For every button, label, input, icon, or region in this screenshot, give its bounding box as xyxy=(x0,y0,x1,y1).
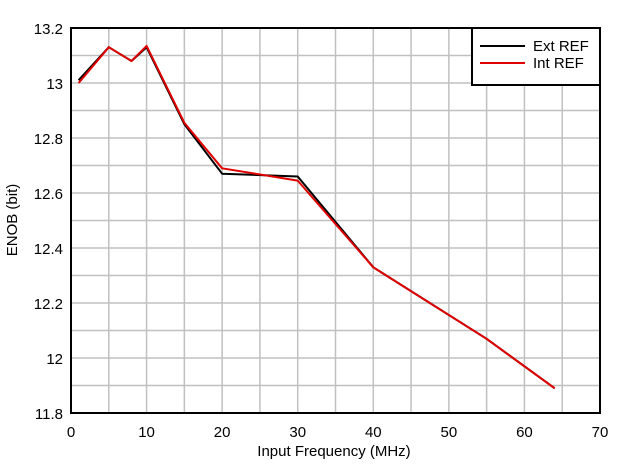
x-tick-label: 70 xyxy=(592,424,609,441)
x-tick-label: 50 xyxy=(441,424,458,441)
series-line-int-ref xyxy=(77,44,556,390)
y-tick-label: 12.8 xyxy=(34,131,63,148)
legend: Ext REF Int REF xyxy=(471,27,601,86)
legend-box xyxy=(471,27,601,86)
y-tick-label: 12 xyxy=(46,351,63,368)
x-axis-label: Input Frequency (MHz) xyxy=(257,443,410,460)
y-tick-label: 13 xyxy=(46,76,63,93)
x-tick-label: 20 xyxy=(214,424,231,441)
y-axis-ticks: 11.8 12 12.2 12.4 12.6 12.8 13 13.2 xyxy=(34,21,63,423)
legend-label-ext-ref: Ext REF xyxy=(533,38,589,55)
grid-lines xyxy=(71,28,600,413)
x-tick-label: 60 xyxy=(516,424,533,441)
y-tick-label: 12.6 xyxy=(34,186,63,203)
y-tick-label: 13.2 xyxy=(34,21,63,38)
legend-label-int-ref: Int REF xyxy=(533,55,584,72)
x-tick-label: 30 xyxy=(289,424,306,441)
y-tick-label: 12.2 xyxy=(34,296,63,313)
plot-frame xyxy=(70,27,601,414)
x-axis-ticks: 0 10 20 30 40 50 60 70 xyxy=(67,424,609,441)
x-tick-label: 0 xyxy=(67,424,75,441)
y-tick-label: 11.8 xyxy=(35,406,63,423)
y-tick-label: 12.4 xyxy=(34,241,63,258)
y-axis-label: ENOB (bit) xyxy=(4,184,21,257)
x-tick-label: 40 xyxy=(365,424,382,441)
x-tick-label: 10 xyxy=(138,424,155,441)
data-series xyxy=(77,44,556,390)
